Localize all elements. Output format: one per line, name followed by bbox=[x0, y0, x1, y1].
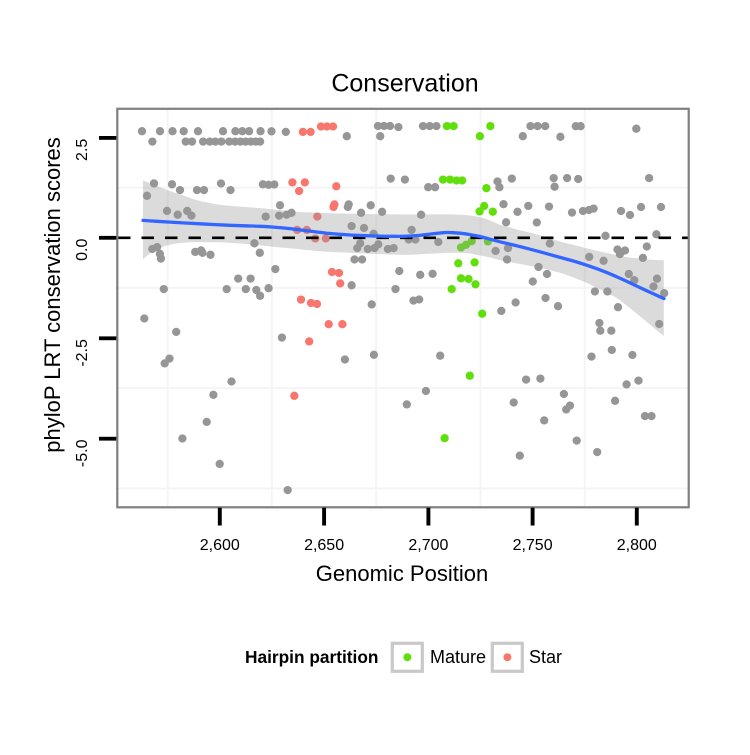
svg-text:-2.5: -2.5 bbox=[74, 339, 91, 367]
svg-text:0.0: 0.0 bbox=[74, 239, 91, 261]
svg-text:Star: Star bbox=[529, 647, 562, 667]
svg-text:2,650: 2,650 bbox=[304, 537, 344, 554]
svg-text:2,800: 2,800 bbox=[617, 537, 657, 554]
svg-text:-5.0: -5.0 bbox=[74, 439, 91, 467]
svg-text:Mature: Mature bbox=[430, 647, 486, 667]
svg-text:Genomic Position: Genomic Position bbox=[316, 561, 488, 586]
svg-text:Hairpin partition: Hairpin partition bbox=[245, 647, 378, 667]
svg-text:2.5: 2.5 bbox=[74, 139, 91, 161]
svg-text:2,700: 2,700 bbox=[408, 537, 448, 554]
svg-text:2,600: 2,600 bbox=[200, 537, 240, 554]
svg-text:2,750: 2,750 bbox=[513, 537, 553, 554]
svg-text:Conservation: Conservation bbox=[331, 70, 478, 98]
svg-text:phyloP LRT conservation scores: phyloP LRT conservation scores bbox=[40, 137, 65, 453]
